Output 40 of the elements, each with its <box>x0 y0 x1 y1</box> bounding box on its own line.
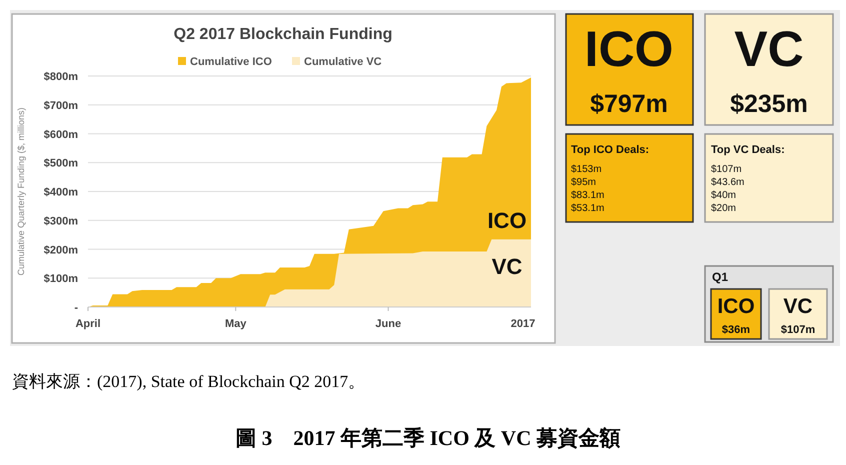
text: Q1 <box>712 270 728 284</box>
x-tick-label: 2017 <box>510 318 536 330</box>
text: VC <box>734 21 804 77</box>
y-tick-label: $300m <box>44 215 78 228</box>
y-tick-label: $700m <box>44 100 78 112</box>
x-tick-label: April <box>75 318 101 330</box>
x-tick-label: May <box>224 318 248 330</box>
text: Top ICO Deals: <box>571 144 650 156</box>
chart-title: Q2 2017 Blockchain Funding <box>174 26 392 43</box>
text: VC <box>783 295 813 318</box>
caption: 圖 3 2017 年第二季 ICO 及 VC 募資金額 <box>235 426 621 450</box>
text: $107m <box>780 324 816 336</box>
y-tick-label: $800m <box>44 71 78 83</box>
text: $235m <box>730 90 808 118</box>
annotation: ICO <box>487 208 527 233</box>
source-note: 資料來源：(2017), State of Blockchain Q2 2017。 <box>12 372 366 391</box>
text: $43.6m <box>711 177 744 188</box>
text: $20m <box>711 203 736 214</box>
text: Top VC Deals: <box>711 144 785 156</box>
text: $95m <box>571 177 596 188</box>
y-tick-label: $200m <box>44 244 78 256</box>
legend-label: Cumulative VC <box>304 56 382 68</box>
text: $107m <box>711 164 742 175</box>
text: $83.1m <box>571 190 604 201</box>
text: $53.1m <box>571 203 604 214</box>
y-tick-label: - <box>74 302 78 314</box>
text: $36m <box>722 324 750 336</box>
y-tick-label: $400m <box>44 186 78 198</box>
y-tick-label: $500m <box>44 158 78 170</box>
x-tick-label: June <box>375 318 402 330</box>
annotation: VC <box>492 254 522 279</box>
y-tick-label: $100m <box>44 273 78 286</box>
y-tick-label: $600m <box>44 128 78 141</box>
y-axis-title: Cumulative Quarterly Funding ($, millions) <box>16 107 26 276</box>
text: ICO <box>717 295 755 318</box>
text: ICO <box>584 21 674 77</box>
text: $153m <box>571 164 602 175</box>
legend-label: Cumulative ICO <box>190 56 272 68</box>
text: $40m <box>711 190 736 201</box>
text: $797m <box>590 90 668 118</box>
